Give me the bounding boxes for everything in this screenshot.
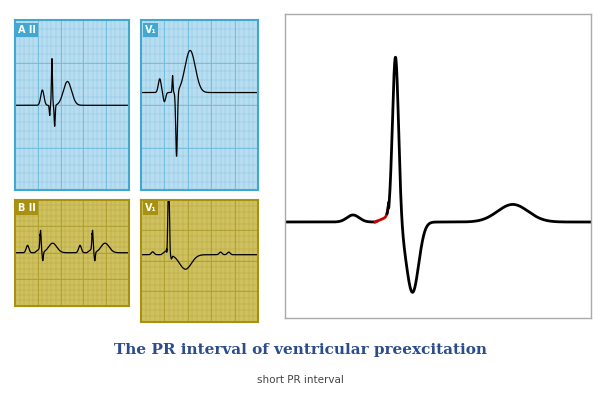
Text: V₁: V₁ [145, 203, 156, 213]
Text: B II: B II [19, 203, 36, 213]
Text: short PR interval: short PR interval [257, 375, 343, 385]
Text: The PR interval of ventricular preexcitation: The PR interval of ventricular preexcita… [113, 343, 487, 357]
Text: V₁: V₁ [145, 26, 156, 35]
Text: A II: A II [19, 26, 36, 35]
